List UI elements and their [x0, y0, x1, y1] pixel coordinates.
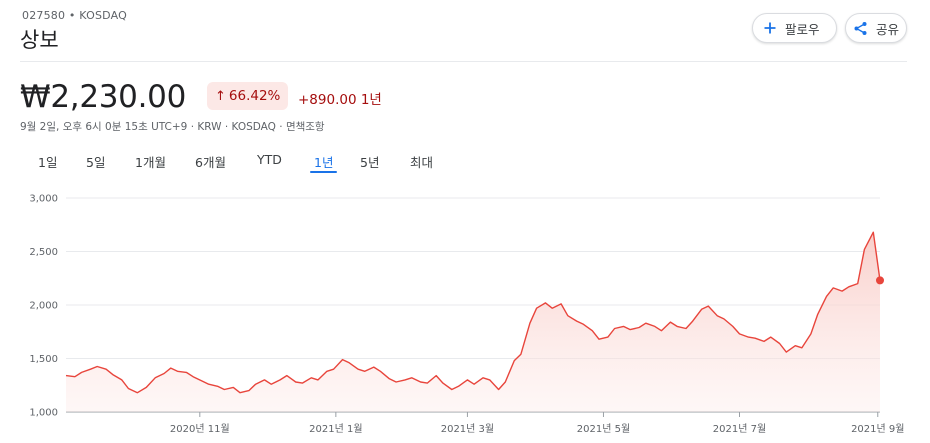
- price-line: [65, 231, 881, 394]
- ticker-symbol: 027580 • KOSDAQ: [22, 9, 127, 22]
- follow-label: 팔로우: [785, 21, 820, 37]
- quote-meta: 9월 2일, 오후 6시 0분 15초 UTC+9 · KRW · KOSDAQ…: [20, 121, 325, 133]
- y-tick-label: 1,500: [29, 354, 58, 365]
- tab-1d[interactable]: 1일: [38, 155, 58, 170]
- header-divider: [20, 61, 907, 62]
- x-tick-label: 2020년 11월: [170, 423, 230, 435]
- stock-name: 상보: [20, 28, 59, 52]
- price-area-fill: [66, 232, 880, 412]
- x-tick-label: 2021년 5월: [577, 423, 630, 435]
- y-tick-label: 3,000: [29, 194, 58, 205]
- price-chart[interactable]: 1,000 1,500 2,000 2,500 3,000 2020년 11월 2021년…: [0, 185, 930, 443]
- y-tick-label: 2,500: [29, 247, 58, 258]
- x-tick-label: 2021년 1월: [309, 423, 362, 435]
- x-tick-label: 2021년 9월: [851, 423, 904, 435]
- tab-1m[interactable]: 1개월: [135, 155, 166, 170]
- share-button[interactable]: 공유: [845, 13, 907, 43]
- x-tick-label: 2021년 7월: [713, 423, 766, 435]
- absolute-change: +890.00 1년: [298, 92, 382, 108]
- current-price: ₩2,230.00: [20, 79, 186, 115]
- tab-5d[interactable]: 5일: [86, 155, 106, 170]
- x-tick-label: 2021년 3월: [441, 423, 494, 435]
- tab-1y[interactable]: 1년: [309, 152, 339, 173]
- tab-ytd[interactable]: YTD: [257, 152, 282, 167]
- y-tick-label: 1,000: [29, 408, 58, 419]
- arrow-up-icon: ↑: [215, 88, 226, 104]
- tab-6m[interactable]: 6개월: [195, 155, 226, 170]
- share-label: 공유: [876, 21, 900, 37]
- percent-change: 66.42%: [228, 88, 281, 104]
- last-price-dot[interactable]: [876, 276, 884, 285]
- plus-icon: [763, 21, 777, 35]
- percent-change-badge: ↑ 66.42%: [207, 82, 289, 110]
- y-tick-label: 2,000: [29, 301, 58, 312]
- follow-button[interactable]: 팔로우: [752, 13, 837, 43]
- tab-5y[interactable]: 5년: [360, 155, 380, 170]
- tab-max[interactable]: 최대: [410, 155, 434, 170]
- share-icon: [853, 21, 868, 36]
